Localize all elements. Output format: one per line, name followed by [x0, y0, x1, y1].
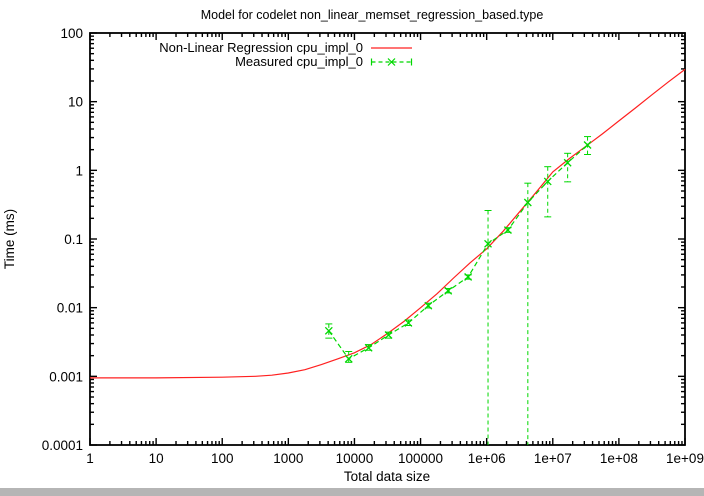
error-bar — [564, 152, 572, 183]
x-tick-label: 1 — [86, 451, 94, 466]
measured-series — [324, 136, 592, 445]
window-bottom-bar — [0, 488, 704, 496]
y-tick-label: 1 — [75, 163, 83, 178]
x-tick-label: 1e+07 — [534, 451, 572, 466]
y-axis-tick-labels: 100 10 1 0.1 0.01 0.001 0.0001 — [42, 26, 83, 453]
chart-title: Model for codelet non_linear_memset_regr… — [201, 8, 544, 22]
x-marker — [404, 318, 413, 327]
y-axis-label: Time (ms) — [2, 209, 17, 269]
x-tick-label: 10 — [149, 451, 164, 466]
x-marker — [384, 331, 393, 339]
y-tick-label: 100 — [60, 26, 83, 41]
error-bar — [484, 210, 492, 445]
legend: Non-Linear Regression cpu_impl_0Measured… — [159, 40, 413, 69]
x-marker — [563, 158, 572, 167]
x-marker — [543, 177, 552, 186]
x-tick-label: 1e+08 — [600, 451, 638, 466]
legend-label: Non-Linear Regression cpu_impl_0 — [159, 40, 363, 55]
x-marker — [344, 354, 353, 363]
x-tick-label: 100000 — [398, 451, 443, 466]
x-axis-tick-labels: 1 10 100 1000 10000 100000 1e+06 1e+07 1e+08 1e+0… — [86, 451, 704, 466]
x-marker — [583, 141, 592, 149]
x-axis-label: Total data size — [344, 469, 430, 484]
x-marker — [364, 343, 373, 352]
error-bar — [524, 182, 532, 445]
y-tick-label: 0.0001 — [42, 438, 83, 453]
y-tick-label: 0.01 — [57, 301, 83, 316]
x-tick-label: 1000 — [273, 451, 303, 466]
y-tick-label: 0.001 — [49, 369, 83, 384]
y-tick-label: 10 — [68, 95, 83, 110]
x-marker — [444, 286, 453, 295]
x-marker — [523, 198, 532, 207]
legend-label: Measured cpu_impl_0 — [235, 54, 363, 69]
x-marker — [503, 226, 512, 235]
x-tick-label: 1e+06 — [468, 451, 506, 466]
x-marker — [424, 301, 433, 310]
legend-sample-measured — [370, 58, 413, 66]
y-tick-label: 0.1 — [64, 232, 83, 247]
error-bar — [345, 350, 353, 363]
plot-frame — [89, 32, 686, 446]
error-bar — [544, 166, 552, 218]
x-marker — [464, 273, 473, 281]
x-marker — [324, 326, 333, 335]
x-tick-label: 100 — [211, 451, 234, 466]
regression-curve — [90, 68, 686, 379]
x-marker — [484, 239, 492, 248]
x-tick-label: 1e+09 — [666, 451, 704, 466]
x-tick-label: 10000 — [336, 451, 374, 466]
